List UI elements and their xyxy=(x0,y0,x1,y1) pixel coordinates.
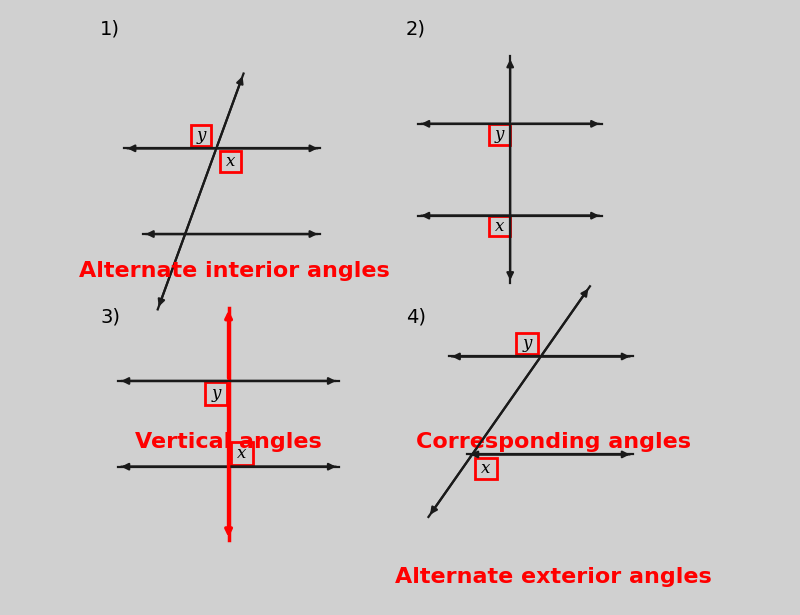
Text: 2): 2) xyxy=(406,20,426,39)
Text: x: x xyxy=(238,445,246,462)
Text: y: y xyxy=(212,386,221,402)
Text: 3): 3) xyxy=(100,308,120,327)
Text: y: y xyxy=(196,127,206,144)
Text: Alternate interior angles: Alternate interior angles xyxy=(79,261,390,281)
Text: y: y xyxy=(495,125,505,143)
Text: Vertical angles: Vertical angles xyxy=(135,432,322,452)
Text: 1): 1) xyxy=(100,20,120,39)
Text: x: x xyxy=(226,153,235,170)
Text: x: x xyxy=(495,218,505,234)
Text: 4): 4) xyxy=(406,308,426,327)
Text: Alternate exterior angles: Alternate exterior angles xyxy=(394,567,711,587)
Text: Corresponding angles: Corresponding angles xyxy=(415,432,690,452)
Text: y: y xyxy=(522,335,532,352)
Text: x: x xyxy=(481,460,490,477)
